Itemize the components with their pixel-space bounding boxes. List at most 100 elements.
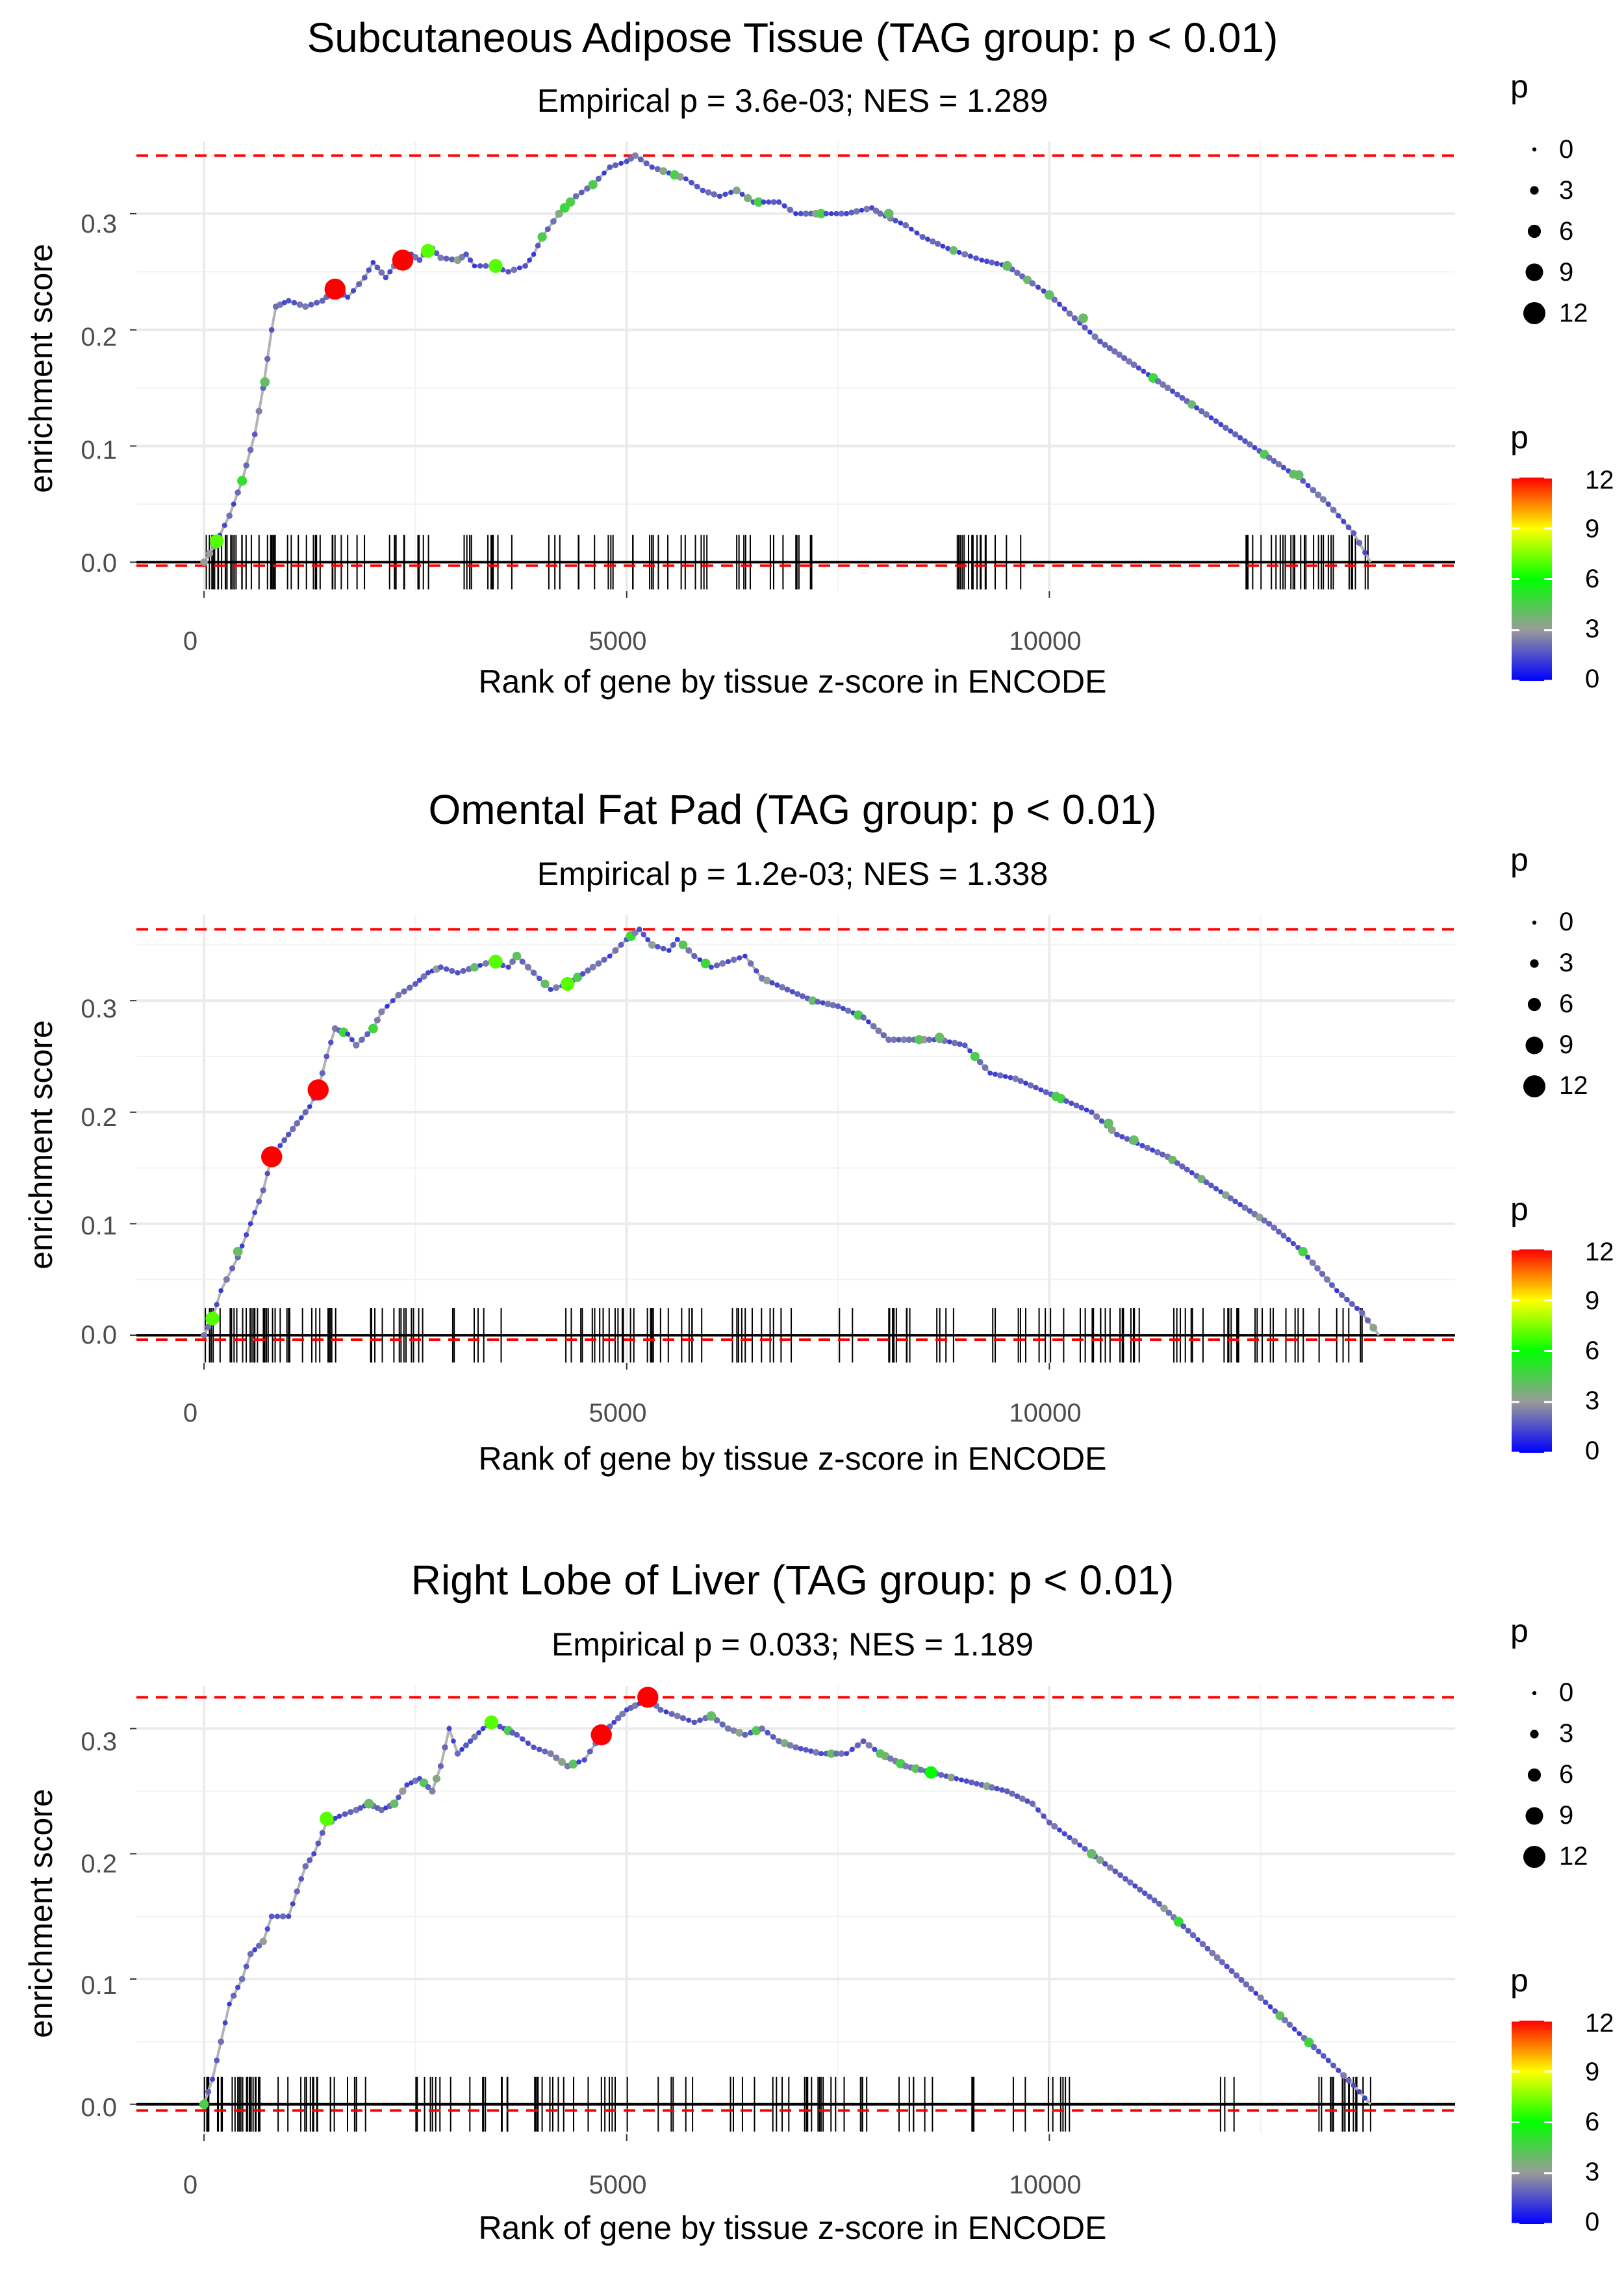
size-legend-dot bbox=[1525, 263, 1543, 281]
gene-point bbox=[1203, 1179, 1210, 1186]
highlight-point bbox=[260, 377, 270, 387]
gene-point bbox=[717, 193, 722, 199]
gene-point bbox=[214, 2057, 220, 2063]
gene-point bbox=[779, 984, 786, 991]
gene-point bbox=[815, 999, 821, 1005]
gene-point bbox=[298, 1876, 305, 1882]
es-curve bbox=[203, 1695, 1372, 2106]
gene-point bbox=[612, 947, 619, 954]
gene-point bbox=[1271, 1224, 1278, 1231]
gene-point bbox=[463, 1742, 469, 1748]
gene-point bbox=[674, 1713, 681, 1720]
gene-point bbox=[540, 979, 550, 989]
gene-point bbox=[711, 191, 718, 198]
gene-point bbox=[654, 166, 661, 172]
gene-point bbox=[374, 264, 381, 271]
color-legend: p 12 9 6 3 0 bbox=[1510, 1191, 1614, 1465]
panel-title: Right Lobe of Liver (TAG group: p < 0.01… bbox=[411, 1557, 1174, 1603]
gene-point bbox=[416, 257, 423, 263]
gene-point bbox=[676, 173, 684, 181]
gene-point bbox=[332, 1815, 338, 1821]
gene-point bbox=[1023, 1080, 1028, 1086]
gene-point bbox=[476, 1730, 481, 1735]
gene-point bbox=[595, 960, 602, 967]
gene-point bbox=[328, 1040, 334, 1045]
x-tick-label: 0 bbox=[183, 627, 197, 656]
gene-point bbox=[774, 982, 780, 988]
gene-point bbox=[754, 197, 763, 207]
gene-point bbox=[235, 489, 241, 496]
gene-point bbox=[1111, 348, 1118, 355]
gene-point bbox=[820, 1000, 826, 1006]
gene-point bbox=[235, 1984, 241, 1990]
gene-point bbox=[1356, 2089, 1362, 2095]
y-tick-label: 0.0 bbox=[81, 2093, 117, 2122]
gene-point bbox=[277, 301, 284, 308]
y-tick-label: 0.1 bbox=[81, 1971, 117, 2000]
gene-point bbox=[1014, 1793, 1021, 1799]
gene-point bbox=[1154, 377, 1161, 385]
gene-point bbox=[763, 977, 771, 985]
gene-point bbox=[1012, 1075, 1019, 1082]
gene-point bbox=[957, 1041, 963, 1047]
gene-point bbox=[1253, 1991, 1259, 1996]
gene-point bbox=[1265, 454, 1273, 461]
gene-point bbox=[934, 240, 941, 248]
gene-point bbox=[1297, 2031, 1302, 2036]
gene-point bbox=[201, 1332, 208, 1339]
gene-point bbox=[214, 1301, 220, 1307]
gene-point bbox=[298, 1115, 304, 1121]
gene-point bbox=[459, 1746, 464, 1752]
gene-point bbox=[1252, 445, 1258, 451]
gene-point bbox=[311, 1851, 317, 1857]
gene-point bbox=[689, 179, 694, 186]
gene-point bbox=[294, 1888, 300, 1895]
gene-point bbox=[979, 257, 985, 263]
legend-label: 9 bbox=[1585, 515, 1599, 543]
size-legend-dot bbox=[1532, 1691, 1537, 1696]
gene-point bbox=[1197, 1175, 1206, 1184]
legend-label: 12 bbox=[1585, 2009, 1614, 2038]
gene-point bbox=[982, 1064, 989, 1071]
legend-label: 0 bbox=[1585, 1437, 1599, 1465]
gene-point bbox=[229, 1265, 236, 1271]
gene-point bbox=[537, 975, 542, 982]
gene-point bbox=[243, 462, 249, 469]
gene-point bbox=[527, 257, 532, 263]
panel-subtitle: Empirical p = 0.033; NES = 1.189 bbox=[552, 1626, 1034, 1663]
gene-point bbox=[840, 1006, 846, 1012]
gene-point bbox=[1023, 275, 1032, 285]
gene-point bbox=[568, 1759, 578, 1769]
gene-point bbox=[420, 973, 427, 980]
gene-point bbox=[1098, 1118, 1105, 1124]
gene-point bbox=[890, 1036, 897, 1043]
gene-point bbox=[1233, 1972, 1240, 1979]
highlight-point bbox=[637, 1687, 659, 1708]
gene-point bbox=[963, 1778, 970, 1784]
gene-point bbox=[1160, 381, 1167, 388]
gene-point bbox=[607, 164, 613, 170]
y-tick-label: 0.3 bbox=[81, 1728, 117, 1756]
gene-point bbox=[514, 1731, 520, 1738]
gene-point bbox=[816, 209, 826, 219]
gene-point bbox=[572, 193, 579, 199]
gene-point bbox=[705, 189, 712, 196]
gene-point bbox=[1336, 513, 1341, 518]
gene-point bbox=[919, 234, 926, 240]
gene-point bbox=[520, 1736, 526, 1742]
gene-point bbox=[1185, 1928, 1191, 1934]
gene-point bbox=[1179, 394, 1186, 401]
gene-point bbox=[1208, 415, 1214, 420]
gene-point bbox=[833, 1750, 840, 1757]
gene-point bbox=[813, 1749, 820, 1756]
gene-point bbox=[294, 1120, 301, 1127]
gene-point bbox=[1173, 1917, 1184, 1927]
gene-point bbox=[896, 1036, 902, 1043]
gene-point bbox=[268, 327, 275, 333]
gene-point bbox=[497, 1724, 503, 1730]
gene-point bbox=[954, 1776, 959, 1782]
legend-title: p bbox=[1510, 68, 1529, 105]
x-tick-label: 0 bbox=[183, 2171, 197, 2199]
gene-point bbox=[218, 1288, 223, 1294]
